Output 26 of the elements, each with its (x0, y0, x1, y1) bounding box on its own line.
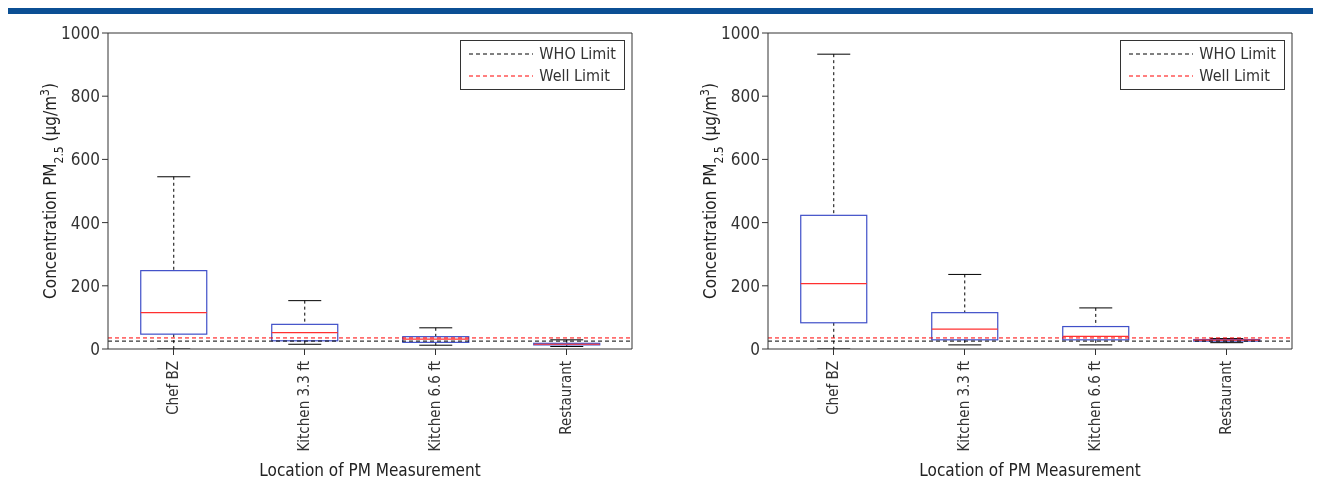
y-tick-label: 600 (730, 149, 760, 170)
y-tick-label: 1000 (61, 23, 100, 44)
y-tick-label: 0 (90, 339, 100, 360)
y-tick-label: 400 (70, 212, 100, 233)
x-tick-label: Kitchen 6.6 ft (1086, 361, 1105, 452)
legend-label: WHO Limit (1199, 43, 1276, 65)
y-tick-label: 600 (70, 149, 100, 170)
y-tick-label: 200 (70, 275, 100, 296)
y-tick-label: 1000 (721, 23, 760, 44)
y-tick-label: 0 (750, 339, 760, 360)
y-tick-label: 800 (70, 86, 100, 107)
legend-label: WHO Limit (539, 43, 616, 65)
legend-label: Well Limit (539, 65, 610, 87)
y-tick-label: 400 (730, 212, 760, 233)
x-tick-label: Restaurant (557, 361, 576, 435)
x-axis-title: Location of PM Measurement (919, 460, 1141, 480)
y-tick-label: 200 (730, 275, 760, 296)
x-tick-label: Restaurant (1217, 361, 1236, 435)
x-axis-title: Location of PM Measurement (259, 460, 481, 480)
x-tick-label: Kitchen 3.3 ft (955, 361, 974, 452)
legend-label: Well Limit (1199, 65, 1270, 87)
x-tick-label: Kitchen 6.6 ft (426, 361, 445, 452)
x-tick-label: Chef BZ (824, 361, 843, 415)
y-tick-label: 800 (730, 86, 760, 107)
x-tick-label: Kitchen 3.3 ft (295, 361, 314, 452)
x-tick-label: Chef BZ (164, 361, 183, 415)
